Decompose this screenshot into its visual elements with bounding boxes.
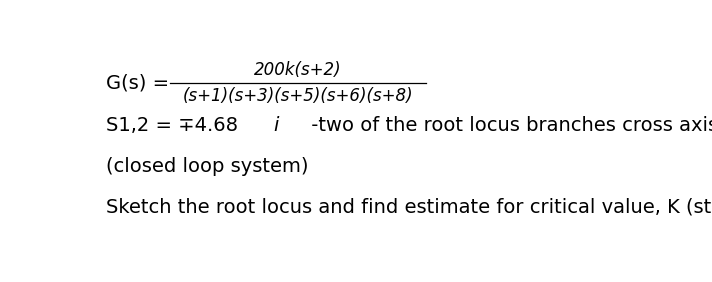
Text: (s+1)(s+3)(s+5)(s+6)(s+8): (s+1)(s+3)(s+5)(s+6)(s+8) xyxy=(183,87,414,105)
Text: S1,2 = ∓4.68: S1,2 = ∓4.68 xyxy=(106,116,238,135)
Text: -two of the root locus branches cross axis at this point: -two of the root locus branches cross ax… xyxy=(305,116,712,135)
Text: Sketch the root locus and find estimate for critical value, K (stability): Sketch the root locus and find estimate … xyxy=(106,198,712,217)
Text: G(s) =: G(s) = xyxy=(106,74,175,92)
Text: (closed loop system): (closed loop system) xyxy=(106,157,308,176)
Text: 200k(s+2): 200k(s+2) xyxy=(254,61,342,79)
Text: i: i xyxy=(273,116,279,135)
